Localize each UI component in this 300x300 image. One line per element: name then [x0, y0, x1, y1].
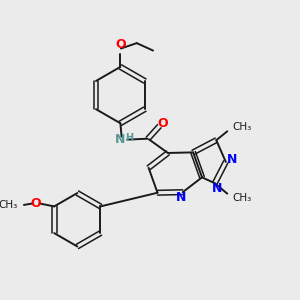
- Text: O: O: [115, 38, 126, 51]
- Text: N: N: [176, 191, 186, 204]
- Text: CH₃: CH₃: [232, 193, 251, 203]
- Text: N: N: [212, 182, 222, 195]
- Text: CH₃: CH₃: [0, 200, 18, 210]
- Text: H: H: [125, 134, 134, 143]
- Text: CH₃: CH₃: [232, 122, 251, 132]
- Text: N: N: [115, 133, 126, 146]
- Text: O: O: [30, 197, 41, 210]
- Text: N: N: [226, 153, 237, 166]
- Text: O: O: [158, 117, 168, 130]
